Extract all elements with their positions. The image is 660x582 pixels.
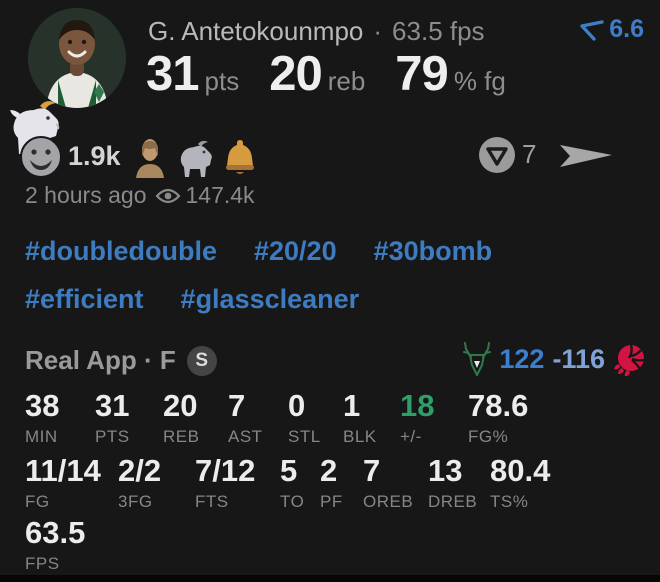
points-value: 31 [146, 47, 200, 101]
reaction-count[interactable]: 1.9k [68, 141, 121, 171]
rating-indicator: 6.6 [578, 15, 644, 44]
view-count: 147.4k [185, 182, 255, 208]
stat-ast: 7 AST [228, 388, 263, 446]
bucks-logo-icon [463, 342, 492, 376]
rebounds-value: 20 [269, 47, 323, 101]
player-name[interactable]: G. Antetokounmpo [148, 16, 364, 46]
headline-stat-rebounds: 20 reb [269, 46, 365, 102]
stat-reb: 20 REB [163, 388, 200, 446]
post-age: 2 hours ago [25, 182, 147, 208]
raptors-logo-icon [614, 344, 645, 376]
rebounds-label: reb [327, 66, 366, 96]
boxscore-row-1: 38 MIN 31 PTS 20 REB 7 AST 0 STL 1 BLK 18 +/- 7… [25, 388, 529, 447]
send-icon[interactable] [556, 133, 616, 177]
stat-fg: 11/14 FG [25, 453, 101, 511]
hashtag-doubledouble[interactable]: #doubledouble [25, 236, 217, 266]
trend-cursor-icon [580, 19, 604, 41]
points-label: pts [204, 66, 240, 96]
separator-dot: · [373, 16, 383, 46]
stat-fps: 63.5 FPS [25, 515, 86, 573]
stat-fts: 7/12 FTS [195, 453, 256, 511]
bell-reaction-icon[interactable] [222, 137, 258, 177]
comment-icon[interactable] [478, 136, 516, 174]
stat-3fg: 2/2 3FG [118, 453, 162, 511]
boxscore-row-3: 63.5 FPS [25, 515, 86, 574]
post-meta: 2 hours ago 147.4k [25, 182, 255, 209]
hashtag-glasscleaner[interactable]: #glasscleaner [180, 284, 360, 314]
hashtag-2020[interactable]: #20/20 [254, 236, 337, 266]
fg-value: 79 [395, 47, 449, 101]
source-badge[interactable]: S [186, 345, 217, 376]
game-score: 122 -116 [463, 341, 647, 377]
rating-value: 6.6 [609, 15, 644, 43]
stat-plusminus: 18 +/- [400, 388, 435, 446]
stat-min: 38 MIN [25, 388, 60, 446]
eye-icon [155, 188, 181, 203]
fantasy-points-header: 63.5 fps [392, 16, 485, 46]
hashtag-line-2: #efficient #glasscleaner [25, 284, 359, 315]
headline-stats: 31 pts 20 reb 79 % fg [146, 46, 506, 102]
post-header: G. Antetokounmpo · 63.5 fps [148, 16, 485, 47]
headline-stat-points: 31 pts [146, 46, 239, 102]
comment-count[interactable]: 7 [522, 139, 537, 169]
score-away: -116 [552, 343, 605, 374]
player-avatar[interactable] [28, 8, 126, 108]
stat-oreb: 7 OREB [363, 453, 414, 511]
laughing-reaction-icon[interactable] [20, 136, 62, 178]
boxscore-row-2: 11/14 FG 2/2 3FG 7/12 FTS 5 TO 2 PF 7 OREB 13 D… [25, 453, 551, 512]
player-avatar-image [28, 8, 126, 108]
stat-to: 5 TO [280, 453, 305, 511]
hashtag-efficient[interactable]: #efficient [25, 284, 144, 314]
stat-blk: 1 BLK [343, 388, 377, 446]
score-home: 122 [499, 343, 545, 374]
fg-label: % fg [453, 66, 506, 96]
hashtag-30bomb[interactable]: #30bomb [373, 236, 493, 266]
stat-dreb: 13 DREB [428, 453, 478, 511]
bottom-divider [0, 575, 660, 582]
goat-small-reaction-icon[interactable] [172, 140, 218, 178]
stat-pf: 2 PF [320, 453, 343, 511]
source-row: Real App · F S [25, 345, 217, 376]
stat-stl: 0 STL [288, 388, 321, 446]
stat-pts: 31 PTS [95, 388, 130, 446]
stat-fgpct: 78.6 FG% [468, 388, 529, 446]
bust-reaction-icon[interactable] [133, 138, 167, 178]
stat-tspct: 80.4 TS% [490, 453, 551, 511]
source-label: Real App · F [25, 345, 176, 375]
hashtag-line-1: #doubledouble #20/20 #30bomb [25, 236, 492, 267]
headline-stat-fg: 79 % fg [395, 46, 506, 102]
view-count-group: 147.4k [155, 182, 255, 209]
